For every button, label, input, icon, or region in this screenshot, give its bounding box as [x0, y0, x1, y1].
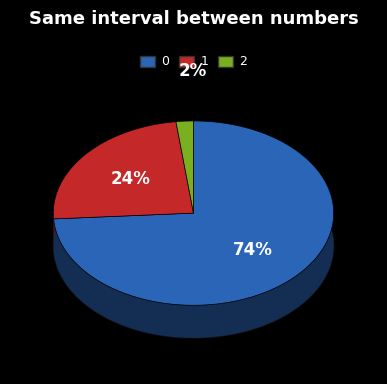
- Polygon shape: [53, 122, 194, 219]
- Text: 2%: 2%: [178, 61, 207, 79]
- Polygon shape: [53, 122, 176, 252]
- Polygon shape: [176, 121, 194, 154]
- Polygon shape: [53, 154, 334, 338]
- Text: 24%: 24%: [111, 170, 151, 188]
- Polygon shape: [54, 121, 334, 305]
- Polygon shape: [54, 121, 334, 338]
- Polygon shape: [176, 121, 194, 213]
- Text: 74%: 74%: [233, 241, 273, 259]
- Text: Same interval between numbers: Same interval between numbers: [29, 10, 358, 28]
- Legend: 0, 1, 2: 0, 1, 2: [135, 50, 252, 73]
